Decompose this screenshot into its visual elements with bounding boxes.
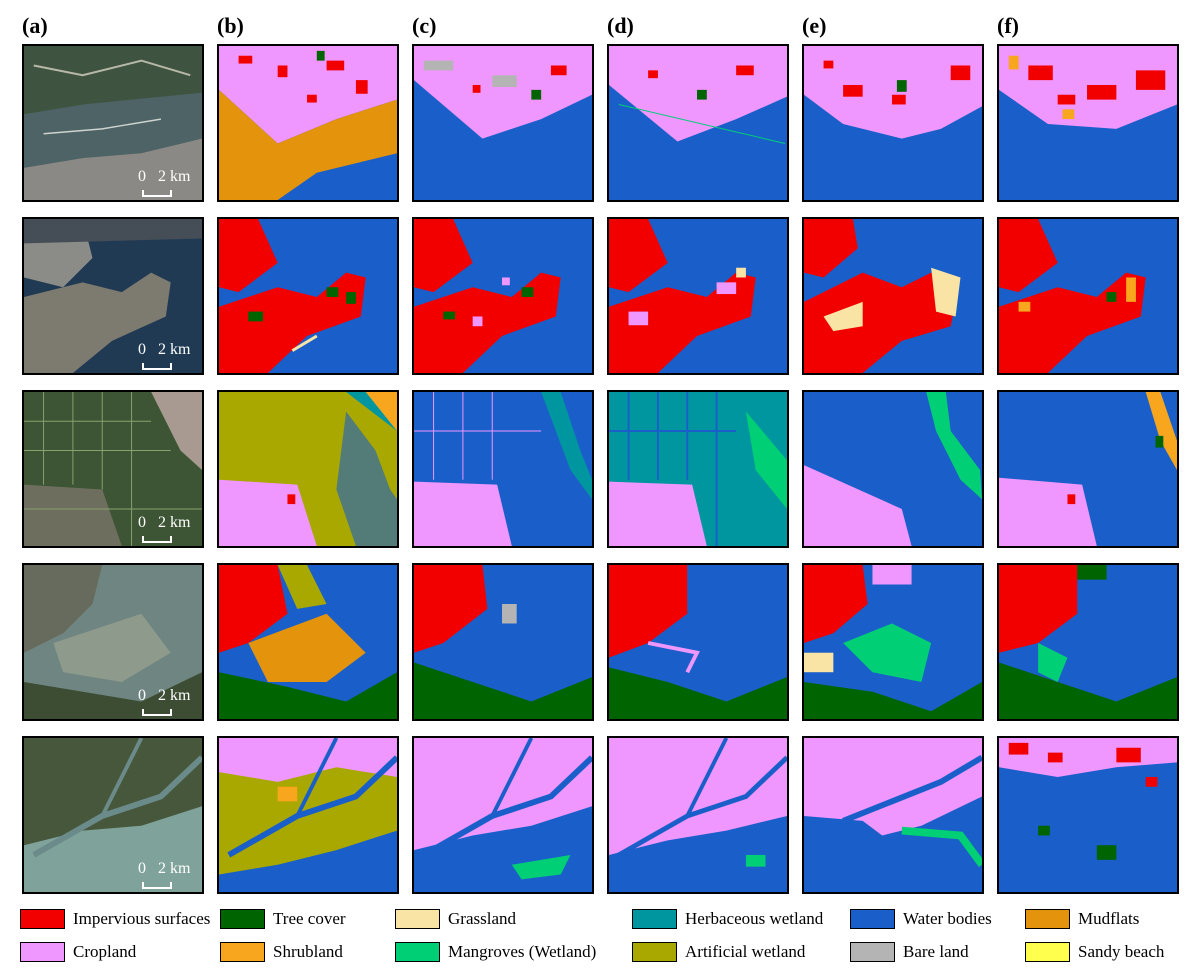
map-b-row1 [217, 44, 399, 202]
column-label-e: (e) [802, 13, 827, 38]
map-f-row5 [997, 736, 1179, 894]
map-b-row4 [217, 563, 399, 721]
map-d-row1 [607, 44, 789, 202]
map-b-row3 [217, 390, 399, 548]
legend-label: Mudflats [1078, 909, 1140, 928]
scale-zero: 0 [138, 860, 146, 877]
legend-label: Sandy beach [1078, 942, 1165, 961]
map-e-row4 [802, 563, 984, 721]
satellite-image-row5: 0 2 km [22, 736, 204, 894]
map-f-row4 [997, 563, 1179, 721]
scale-bar: 0 2 km [136, 341, 198, 371]
legend-item-mangroves-wetland: Mangroves (Wetland) [395, 940, 596, 964]
scale-bar: 0 2 km [136, 860, 198, 890]
scale-zero: 0 [138, 687, 146, 704]
scale-distance: 2 km [158, 341, 191, 358]
column-label-d: (d) [607, 13, 634, 38]
legend-swatch [395, 942, 440, 962]
satellite-image-row2: 0 2 km [22, 217, 204, 375]
legend-item-grassland: Grassland [395, 907, 516, 931]
map-f-row1 [997, 44, 1179, 202]
legend-item-sandy-beach: Sandy beach [1025, 940, 1164, 964]
legend-swatch [1025, 909, 1070, 929]
legend-item-artificial-wetland: Artificial wetland [632, 940, 805, 964]
legend-label: Grassland [448, 909, 516, 928]
column-label-f: (f) [997, 13, 1019, 38]
legend-label: Impervious surfaces [73, 909, 211, 928]
legend-swatch [1025, 942, 1070, 962]
scale-distance: 2 km [158, 687, 191, 704]
map-e-row2 [802, 217, 984, 375]
scale-distance: 2 km [158, 514, 191, 531]
map-d-row3 [607, 390, 789, 548]
legend-item-bare-land: Bare land [850, 940, 969, 964]
map-d-row5 [607, 736, 789, 894]
column-label-b: (b) [217, 13, 244, 38]
map-f-row2 [997, 217, 1179, 375]
legend-item-herbaceous-wetland: Herbaceous wetland [632, 907, 823, 931]
map-b-row2 [217, 217, 399, 375]
legend-item-mudflats: Mudflats [1025, 907, 1139, 931]
legend-item-shrubland: Shrubland [220, 940, 343, 964]
map-c-row4 [412, 563, 594, 721]
legend-swatch [20, 909, 65, 929]
legend-swatch [220, 909, 265, 929]
scale-zero: 0 [138, 514, 146, 531]
satellite-image-row3: 0 2 km [22, 390, 204, 548]
map-e-row3 [802, 390, 984, 548]
satellite-image-row1: 0 2 km [22, 44, 204, 202]
legend-item-water-bodies: Water bodies [850, 907, 992, 931]
map-f-row3 [997, 390, 1179, 548]
satellite-image-row4: 0 2 km [22, 563, 204, 721]
scale-bar: 0 2 km [136, 687, 198, 717]
legend-label: Artificial wetland [685, 942, 806, 961]
legend-swatch [850, 909, 895, 929]
map-b-row5 [217, 736, 399, 894]
legend-item-tree-cover: Tree cover [220, 907, 346, 931]
legend-swatch [850, 942, 895, 962]
map-c-row2 [412, 217, 594, 375]
column-label-c: (c) [412, 13, 437, 38]
column-label-a: (a) [22, 13, 48, 38]
scale-zero: 0 [138, 341, 146, 358]
scale-bar: 0 2 km [136, 514, 198, 544]
legend-item-impervious-surfaces: Impervious surfaces [20, 907, 210, 931]
legend: Impervious surfaces Tree cover Grassland… [20, 905, 1185, 967]
legend-label: Cropland [73, 942, 137, 961]
legend-swatch [632, 909, 677, 929]
scale-distance: 2 km [158, 168, 191, 185]
legend-label: Herbaceous wetland [685, 909, 824, 928]
legend-swatch [395, 909, 440, 929]
map-c-row5 [412, 736, 594, 894]
scale-distance: 2 km [158, 860, 191, 877]
map-d-row2 [607, 217, 789, 375]
map-c-row3 [412, 390, 594, 548]
scale-zero: 0 [138, 168, 146, 185]
map-e-row1 [802, 44, 984, 202]
map-e-row5 [802, 736, 984, 894]
legend-label: Mangroves (Wetland) [448, 942, 597, 961]
map-d-row4 [607, 563, 789, 721]
legend-swatch [20, 942, 65, 962]
legend-label: Water bodies [903, 909, 992, 928]
legend-label: Tree cover [273, 909, 346, 928]
map-c-row1 [412, 44, 594, 202]
legend-label: Shrubland [273, 942, 343, 961]
legend-item-cropland: Cropland [20, 940, 136, 964]
legend-swatch [632, 942, 677, 962]
scale-bar: 0 2 km [136, 168, 198, 198]
legend-label: Bare land [903, 942, 969, 961]
legend-swatch [220, 942, 265, 962]
